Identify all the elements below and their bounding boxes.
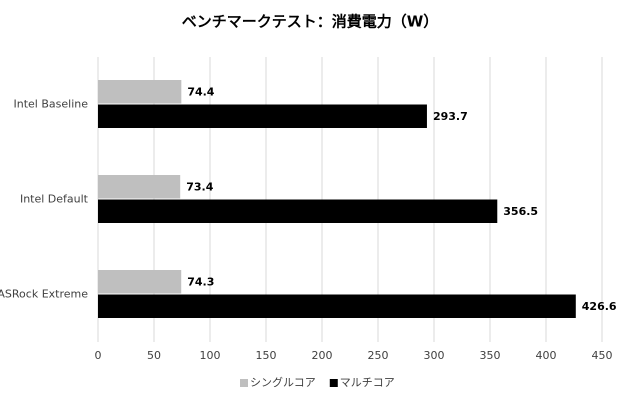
bar — [98, 199, 498, 223]
x-tick-label: 400 — [536, 349, 557, 362]
legend-marker — [329, 379, 338, 387]
value-label: 426.6 — [582, 300, 617, 313]
x-tick-label: 100 — [200, 349, 221, 362]
x-tick-label: 50 — [147, 349, 161, 362]
x-tick-label: 150 — [256, 349, 277, 362]
x-tick-label: 0 — [95, 349, 102, 362]
legend-marker — [240, 379, 248, 387]
y-tick-label: ASRock Extreme — [0, 288, 88, 301]
y-tick-label: Intel Default — [20, 193, 89, 206]
value-label: 74.4 — [187, 85, 214, 98]
bar — [98, 270, 182, 294]
x-tick-label: 250 — [368, 349, 389, 362]
x-tick-label: 450 — [592, 349, 613, 362]
x-tick-label: 200 — [312, 349, 333, 362]
bar — [98, 294, 576, 318]
x-tick-label: 350 — [480, 349, 501, 362]
chart-title: ベンチマークテスト：消費電力（W） — [182, 13, 439, 31]
legend-label: シングルコア — [250, 375, 316, 389]
bar — [98, 80, 182, 104]
value-label: 293.7 — [433, 110, 468, 123]
bar — [98, 104, 427, 128]
y-tick-label: Intel Baseline — [14, 98, 89, 111]
value-label: 74.3 — [187, 275, 214, 288]
legend-label: マルチコア — [340, 376, 395, 389]
bar — [98, 175, 181, 199]
value-label: 73.4 — [186, 180, 213, 193]
value-label: 356.5 — [503, 205, 538, 218]
x-tick-label: 300 — [424, 349, 445, 362]
